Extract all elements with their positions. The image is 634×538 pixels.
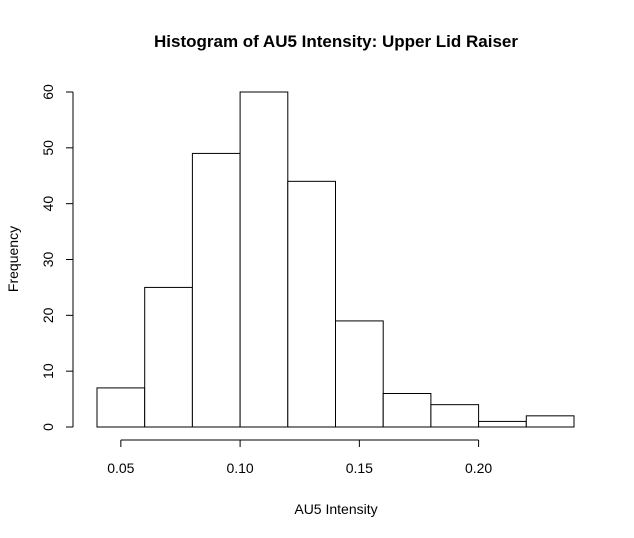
y-tick-label: 0 — [40, 423, 56, 431]
x-tick-label: 0.10 — [226, 460, 253, 476]
x-tick-label: 0.05 — [107, 460, 134, 476]
x-tick-label: 0.20 — [465, 460, 492, 476]
y-axis-label: Frequency — [5, 226, 21, 292]
x-axis: 0.05 0.10 0.15 0.20 — [107, 439, 492, 476]
histogram-bar — [430, 404, 480, 428]
x-tick-label: 0.15 — [346, 460, 373, 476]
chart-title: Histogram of AU5 Intensity: Upper Lid Ra… — [154, 32, 518, 51]
histogram-bar — [144, 286, 193, 428]
histogram-bar — [335, 320, 384, 428]
y-tick-label: 40 — [40, 196, 56, 212]
y-tick-label: 10 — [40, 363, 56, 379]
y-tick-label: 30 — [40, 252, 56, 268]
y-axis: 0 10 20 30 40 50 60 — [40, 84, 74, 431]
x-axis-label: AU5 Intensity — [294, 501, 377, 517]
histogram-bar — [96, 387, 146, 428]
histogram-bar — [287, 180, 336, 428]
histogram-bar — [239, 91, 289, 428]
histogram-bar — [382, 393, 432, 428]
y-tick-label: 50 — [40, 140, 56, 156]
y-tick-label: 60 — [40, 84, 56, 100]
bars-group — [96, 91, 575, 428]
histogram-bar — [191, 152, 241, 428]
y-tick-label: 20 — [40, 307, 56, 323]
histogram-bar — [525, 415, 575, 428]
histogram-bar — [478, 420, 527, 428]
